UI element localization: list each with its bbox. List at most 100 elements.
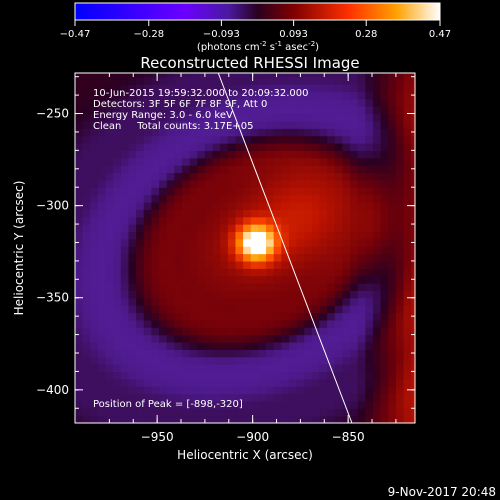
heatmap-pixel	[197, 305, 206, 314]
unit-part: asec	[282, 42, 308, 53]
heatmap-pixel	[357, 393, 366, 402]
heatmap-pixel	[181, 400, 191, 409]
heatmap-pixel	[342, 393, 351, 402]
heatmap-pixel	[388, 106, 397, 115]
heatmap-pixel	[304, 400, 313, 409]
heatmap-pixel	[327, 371, 336, 380]
heatmap-pixel	[357, 179, 366, 188]
heatmap-pixel	[350, 364, 359, 373]
heatmap-pixel	[403, 378, 412, 387]
heatmap-pixel	[120, 386, 130, 395]
heatmap-pixel	[151, 231, 160, 240]
heatmap-pixel	[189, 334, 198, 343]
heatmap-pixel	[113, 201, 122, 210]
heatmap-pixel	[350, 393, 359, 402]
heatmap-pixel	[212, 157, 221, 166]
heatmap-pixel	[334, 400, 344, 409]
heatmap-pixel	[288, 253, 298, 262]
heatmap-pixel	[273, 319, 282, 328]
heatmap-pixel	[281, 349, 290, 358]
heatmap-pixel	[212, 371, 221, 380]
heatmap-pixel	[243, 143, 252, 151]
heatmap-pixel	[311, 400, 321, 409]
heatmap-pixel	[197, 113, 206, 122]
heatmap-pixel	[311, 312, 321, 321]
heatmap-pixel	[273, 238, 282, 247]
heatmap-pixel	[181, 334, 191, 343]
heatmap-pixel	[296, 312, 305, 321]
heatmap-pixel	[273, 378, 282, 387]
heatmap-pixel	[189, 297, 198, 306]
heatmap-pixel	[327, 386, 336, 395]
heatmap-pixel	[151, 73, 160, 78]
heatmap-pixel	[143, 305, 152, 314]
heatmap-pixel	[143, 246, 152, 255]
heatmap-pixel	[227, 150, 237, 159]
heatmap-pixel	[105, 209, 114, 218]
heatmap-pixel	[197, 84, 206, 93]
heatmap-pixel	[372, 364, 382, 373]
heatmap-pixel	[159, 253, 168, 262]
heatmap-pixel	[250, 216, 259, 225]
heatmap-pixel	[166, 327, 175, 336]
heatmap-pixel	[311, 238, 321, 247]
heatmap-pixel	[220, 246, 229, 255]
heatmap-pixel	[380, 201, 389, 210]
heatmap-pixel	[403, 157, 412, 166]
heatmap-pixel	[105, 98, 114, 107]
heatmap-pixel	[258, 297, 267, 306]
heatmap-pixel	[174, 246, 183, 255]
heatmap-pixel	[159, 179, 168, 188]
heatmap-pixel	[159, 209, 168, 218]
heatmap-pixel	[311, 305, 321, 314]
heatmap-pixel	[143, 73, 152, 78]
heatmap-pixel	[266, 319, 275, 328]
heatmap-pixel	[235, 209, 244, 218]
heatmap-pixel	[181, 224, 191, 233]
heatmap-pixel	[204, 349, 214, 358]
heatmap-pixel	[372, 120, 382, 129]
heatmap-pixel	[143, 268, 152, 277]
heatmap-pixel	[258, 253, 267, 262]
heatmap-pixel	[212, 128, 221, 137]
heatmap-pixel	[395, 260, 405, 269]
heatmap-pixel	[250, 253, 259, 262]
heatmap-pixel	[120, 297, 130, 306]
heatmap-pixel	[357, 356, 366, 365]
heatmap-pixel	[334, 135, 344, 144]
heatmap-pixel	[327, 393, 336, 402]
heatmap-pixel	[220, 216, 229, 225]
heatmap-pixel	[212, 84, 221, 93]
heatmap-pixel	[90, 364, 99, 373]
heatmap-pixel	[75, 356, 84, 365]
heatmap-pixel	[174, 91, 183, 100]
heatmap-pixel	[151, 283, 160, 291]
heatmap-pixel	[105, 297, 114, 306]
heatmap-pixel	[143, 113, 152, 122]
heatmap-pixel	[403, 415, 412, 423]
y-tick-label: −300	[36, 199, 69, 213]
heatmap-pixel	[319, 268, 328, 277]
heatmap-pixel	[143, 238, 152, 247]
heatmap-pixel	[342, 253, 351, 262]
heatmap-pixel	[304, 238, 313, 247]
heatmap-pixel	[388, 120, 397, 129]
heatmap-pixel	[296, 290, 305, 299]
heatmap-pixel	[82, 253, 91, 262]
heatmap-pixel	[372, 224, 382, 233]
heatmap-pixel	[227, 371, 237, 380]
heatmap-pixel	[128, 386, 137, 395]
heatmap-pixel	[97, 231, 107, 240]
heatmap-pixel	[75, 371, 84, 380]
heatmap-pixel	[411, 187, 415, 196]
heatmap-pixel	[288, 172, 298, 181]
heatmap-pixel	[151, 297, 160, 306]
heatmap-pixel	[319, 73, 328, 78]
heatmap-pixel	[372, 371, 382, 380]
heatmap-pixel	[327, 231, 336, 240]
heatmap-pixel	[235, 224, 244, 233]
image-area	[75, 73, 415, 423]
heatmap-pixel	[327, 275, 336, 284]
heatmap-pixel	[319, 341, 328, 350]
heatmap-pixel	[304, 312, 313, 321]
